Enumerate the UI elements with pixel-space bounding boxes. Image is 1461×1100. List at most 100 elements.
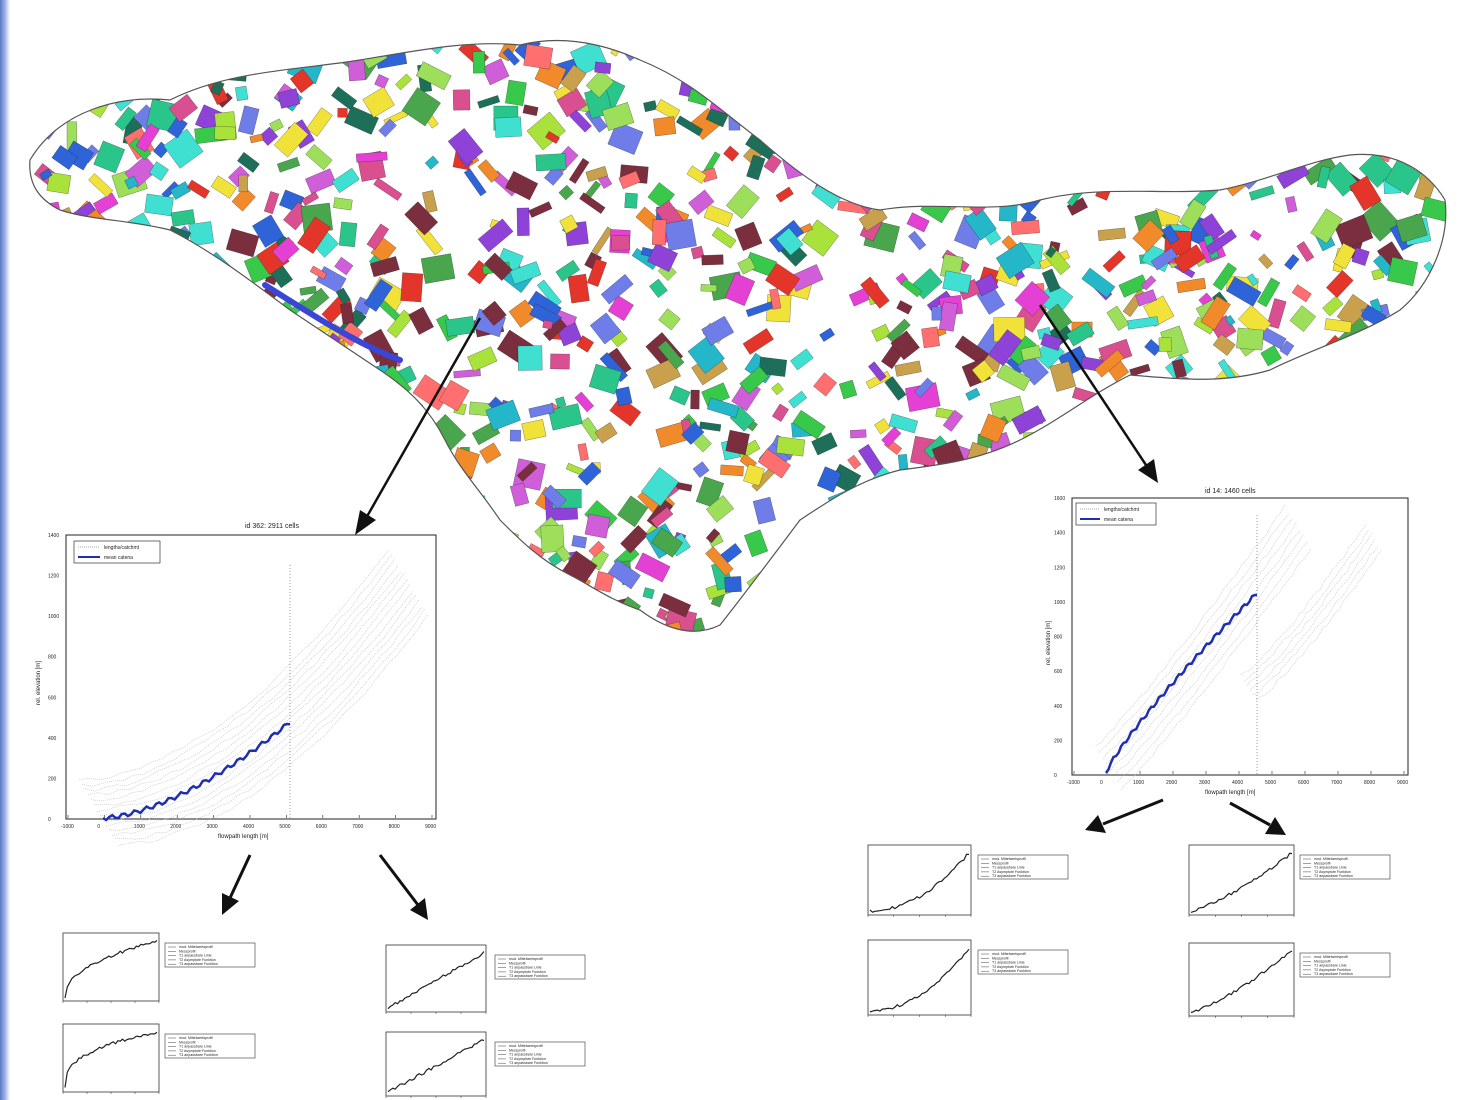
subcatchment-patch (1173, 244, 1206, 274)
subcatchment-patch (141, 69, 174, 102)
subcatchment-patch (422, 190, 438, 213)
subcatchment-patch (607, 559, 641, 590)
subcatchment-patch (1427, 456, 1446, 490)
subcatchment-patch (939, 505, 972, 539)
subcatchment-patch (124, 270, 148, 296)
subcatchment-patch (247, 607, 274, 632)
right-profile-title: id 14: 1460 cells (1205, 488, 1256, 495)
subcatchment-patch (558, 184, 574, 201)
subcatchment-patch (695, 476, 724, 509)
subcatchment-patch (419, 40, 445, 55)
subcatchment-patch (302, 351, 337, 381)
subcatchment-patch (71, 276, 111, 318)
subcatchment-patch (214, 126, 236, 140)
subcatchment-patch (239, 351, 253, 365)
subcatchment-patch (1292, 457, 1316, 484)
y-tick-label: 200 (48, 776, 57, 782)
subcatchment-patch (1228, 403, 1258, 426)
left-legend-mean: mean catena (104, 555, 133, 561)
subcatchment-patch (1372, 498, 1400, 527)
subcatchment-patch (799, 42, 828, 74)
subcatchment-patch (1286, 382, 1318, 415)
subcatchment-patch (1223, 595, 1249, 624)
y-tick-label: 0 (48, 817, 51, 823)
subcatchment-patch (1360, 480, 1388, 504)
small-legend-entry: Messprofil (509, 1048, 526, 1052)
subcatchment-patch (435, 512, 469, 544)
small-panel-profile-line (64, 940, 158, 999)
subcatchment-patch (1129, 363, 1151, 377)
subcatchment-patch (1327, 84, 1354, 110)
subcatchment-patch (201, 251, 237, 287)
lengths-line (105, 594, 417, 827)
subcatchment-patch (778, 567, 791, 596)
subcatchment-patch (1254, 71, 1271, 91)
subcatchment-patch (69, 40, 95, 57)
subcatchment-patch (1022, 137, 1042, 166)
subcatchment-patch (1427, 103, 1446, 121)
subcatchment-patch (1381, 411, 1407, 435)
subcatchment-patch (1313, 399, 1328, 422)
subcatchment-patch (734, 221, 763, 251)
subcatchment-patch (758, 356, 787, 377)
subcatchment-patch (905, 43, 936, 74)
subcatchment-patch (497, 544, 530, 579)
subcatchment-patch (1316, 165, 1331, 189)
subcatchment-patch (1205, 563, 1237, 593)
y-tick-label: 1200 (1054, 565, 1065, 571)
small-legend-entry: Messprofil (179, 949, 196, 953)
subcatchment-patch (252, 375, 282, 405)
subcatchment-patch (600, 274, 634, 305)
subcatchment-patch (571, 535, 587, 549)
small-legend-entry: Messprofil (179, 1040, 196, 1044)
subcatchment-patch (153, 346, 176, 361)
lengths-line (1098, 513, 1290, 753)
subcatchment-patch (1369, 344, 1398, 377)
subcatchment-patch (316, 512, 346, 541)
subcatchment-patch (771, 382, 784, 396)
small-panel-profile-line (1190, 950, 1293, 1014)
subcatchment-patch (658, 592, 691, 618)
lengths-line (84, 558, 396, 792)
subcatchment-patch (445, 316, 476, 337)
subcatchment-patch (870, 568, 899, 591)
left-legend-lengths: lengths/catchmt (104, 545, 140, 551)
subcatchment-patch (315, 522, 331, 535)
subcatchment-patch (107, 373, 138, 405)
subcatchment-patch (858, 205, 888, 232)
subcatchment-patch (335, 287, 351, 305)
subcatchment-patch (681, 422, 705, 445)
subcatchment-patch (828, 592, 868, 630)
subcatchment-patch (29, 421, 46, 439)
subcatchment-patch (277, 88, 301, 109)
subcatchment-patch (1310, 208, 1343, 244)
subcatchment-patch (1192, 438, 1207, 452)
subcatchment-patch (1438, 373, 1446, 387)
subcatchment-patch (762, 63, 778, 78)
subcatchment-patch (1090, 71, 1110, 94)
x-tick-label: 1000 (1133, 780, 1144, 786)
subcatchment-patch (195, 597, 220, 619)
subcatchment-patch (555, 592, 578, 620)
subcatchment-patch (1049, 361, 1076, 392)
subcatchment-patch (1422, 303, 1446, 323)
subcatchment-patch (1067, 88, 1096, 117)
subcatchment-patch (630, 621, 653, 632)
subcatchment-patch (535, 597, 549, 613)
subcatchment-patch (877, 561, 896, 580)
subcatchment-patch (1120, 604, 1137, 620)
x-tick-label: 1000 (134, 824, 145, 830)
subcatchment-patch (252, 214, 285, 248)
lengths-line (81, 553, 393, 787)
subcatchment-patch (701, 254, 724, 266)
subcatchment-patch (915, 472, 930, 495)
subcatchment-patch (653, 116, 677, 137)
subcatchment-patch (1359, 119, 1390, 150)
subcatchment-patch (138, 577, 157, 586)
subcatchment-patch (594, 571, 615, 593)
